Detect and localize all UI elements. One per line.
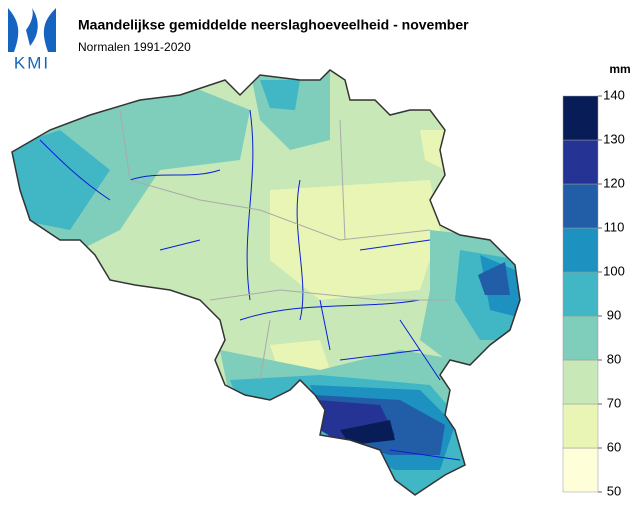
legend-tick-label: 120 <box>603 175 625 190</box>
zone <box>340 420 395 445</box>
logo-mark <box>8 8 19 52</box>
legend-swatch <box>562 315 599 361</box>
country-outline <box>11 69 521 496</box>
legend-swatch <box>562 403 599 449</box>
legend-tick-label: 130 <box>603 131 625 146</box>
legend-swatch <box>562 359 599 405</box>
legend-tick-label: 140 <box>603 87 625 102</box>
legend-tick-label: 110 <box>604 219 625 234</box>
subtitle: Normalen 1991-2020 <box>78 40 191 54</box>
zone <box>270 180 440 300</box>
legend-swatch <box>562 447 599 493</box>
logo-mark <box>26 8 38 46</box>
legend-swatch <box>562 227 599 273</box>
legend-swatch <box>562 139 599 185</box>
legend: 50 60 70 80 90 100 110 120 130 140 <box>562 87 625 498</box>
legend-tick-label: 60 <box>607 439 621 454</box>
legend-swatch <box>562 95 599 141</box>
logo-mark <box>43 8 56 52</box>
legend-unit: mm <box>609 62 630 76</box>
zone <box>478 262 510 295</box>
legend-tick-label: 70 <box>607 395 621 410</box>
legend-swatch <box>562 271 599 317</box>
logo: KMI <box>8 8 56 72</box>
legend-tick-label: 100 <box>603 263 625 278</box>
legend-tick-label: 90 <box>607 307 621 322</box>
river <box>39 109 461 461</box>
legend-tick-label: 80 <box>607 351 621 366</box>
title: Maandelijkse gemiddelde neerslaghoeveelh… <box>78 17 469 33</box>
legend-swatch <box>562 183 599 229</box>
zone <box>12 130 110 230</box>
map <box>12 70 520 495</box>
province-border <box>119 109 450 381</box>
legend-tick-label: 50 <box>607 483 621 498</box>
zone <box>260 80 300 110</box>
logo-text: KMI <box>14 53 50 72</box>
